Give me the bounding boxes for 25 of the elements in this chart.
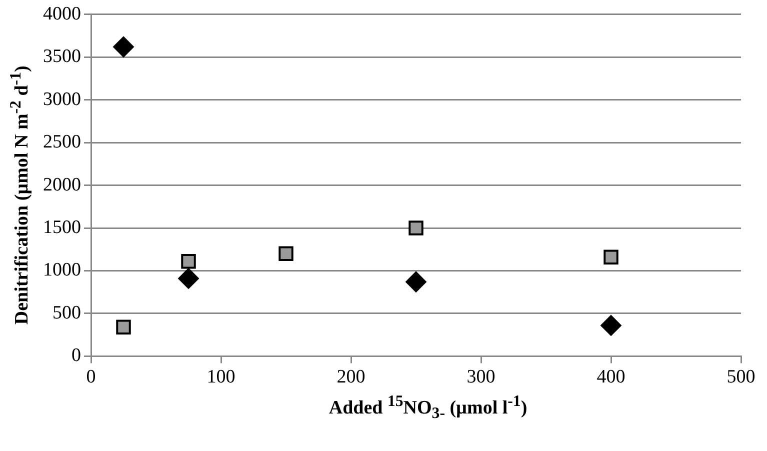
y-tick-label: 1000 (43, 260, 81, 281)
x-tick-label: 300 (466, 366, 496, 388)
point (408, 220, 424, 236)
point (600, 314, 622, 336)
point (116, 320, 131, 335)
x-tick-label: 100 (206, 366, 236, 388)
point (178, 268, 199, 289)
x-axis-title: Added $^{15}$NO$_{3-}$ (µmol l$^{-1}$) (328, 393, 528, 424)
x-tick-label: 400 (596, 366, 626, 388)
y-tick-label: 0 (72, 345, 81, 366)
point (278, 246, 294, 262)
y-tick-label: 500 (52, 302, 81, 324)
y-tick-label: 2500 (43, 132, 81, 153)
y-tick-label: 1500 (43, 217, 81, 238)
point (406, 271, 426, 292)
x-tick-label: 200 (336, 366, 366, 388)
y-tick-label: 3500 (43, 46, 81, 68)
y-tick-label: 4000 (43, 3, 81, 24)
y-tick-label: 2000 (43, 174, 81, 196)
point (181, 254, 196, 269)
x-tick-label: 500 (726, 366, 756, 388)
point (113, 36, 134, 58)
point (604, 250, 618, 264)
y-tick-label: 3000 (43, 88, 81, 110)
x-tick-label: 0 (86, 366, 96, 388)
